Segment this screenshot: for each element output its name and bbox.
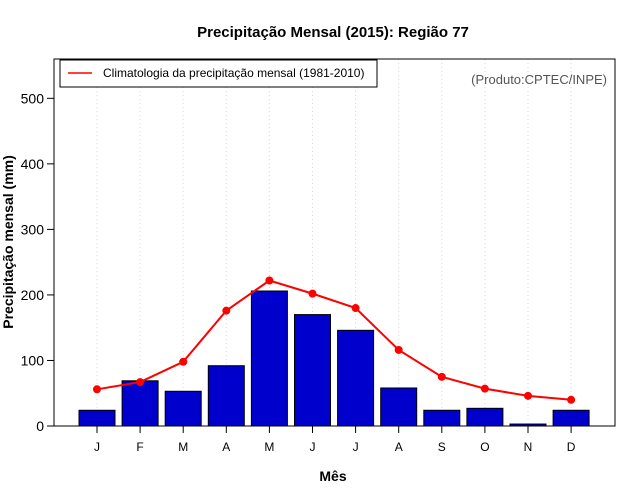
- chart-title: Precipitação Mensal (2015): Região 77: [197, 24, 469, 41]
- y-tick-label: 0: [36, 418, 44, 434]
- x-tick-label: F: [136, 440, 143, 454]
- bar-11: [552, 409, 590, 427]
- climatology-point-7: [394, 345, 403, 354]
- legend: Climatologia da precipitação mensal (198…: [59, 59, 378, 88]
- bar-series: [78, 290, 590, 427]
- climatology-point-3: [222, 306, 231, 315]
- bar-7: [380, 387, 418, 427]
- y-tick-label: 200: [21, 287, 45, 303]
- climatology-point-4: [265, 276, 274, 285]
- bar-6: [337, 329, 375, 427]
- climatology-point-8: [437, 372, 446, 381]
- climatology-point-0: [93, 385, 101, 394]
- x-tick-label: O: [480, 440, 489, 454]
- legend-box: [59, 59, 378, 88]
- climatology-point-5: [308, 289, 317, 298]
- y-tick-label: 400: [21, 156, 45, 172]
- climatology-point-9: [480, 384, 489, 393]
- climatology-point-6: [351, 304, 360, 313]
- climatology-line: [96, 279, 572, 401]
- bar-8: [423, 409, 461, 427]
- climatology-point-2: [179, 357, 188, 366]
- y-tick-label: 300: [21, 221, 45, 237]
- bar-9: [466, 407, 504, 427]
- x-tick-label: J: [353, 440, 359, 454]
- x-tick-label: A: [222, 440, 230, 454]
- bar-1: [121, 380, 159, 427]
- x-tick-label: A: [395, 440, 403, 454]
- climatology-point-1: [136, 378, 145, 387]
- credit-annotation: (Produto:CPTEC/INPE): [471, 72, 607, 87]
- y-tick-label: 100: [21, 352, 45, 368]
- y-axis: 0 100 200 300 400 500: [21, 90, 54, 434]
- bar-5: [294, 314, 331, 427]
- x-tick-label: N: [524, 440, 533, 454]
- y-axis-label: Precipitação mensal (mm): [0, 155, 16, 329]
- climatology-point-11: [567, 395, 576, 404]
- bar-2: [164, 390, 202, 427]
- x-tick-label: J: [310, 440, 316, 454]
- legend-entry-climatology: Climatologia da precipitação mensal (198…: [103, 66, 364, 80]
- x-tick-label: M: [178, 440, 188, 454]
- x-tick-label: D: [567, 440, 576, 454]
- climatology-line-series: [93, 276, 576, 404]
- x-tick-label: M: [264, 440, 274, 454]
- climatology-point-10: [524, 391, 532, 400]
- x-axis-label: Mês: [319, 468, 346, 484]
- bar-3: [207, 365, 245, 427]
- grid-lines: [96, 59, 572, 426]
- y-tick-label: 500: [21, 90, 45, 106]
- x-tick-label: S: [438, 440, 446, 454]
- bar-0: [78, 409, 116, 427]
- bar-4: [250, 290, 288, 427]
- x-tick-label: J: [94, 440, 100, 454]
- plot-frame: [53, 58, 616, 427]
